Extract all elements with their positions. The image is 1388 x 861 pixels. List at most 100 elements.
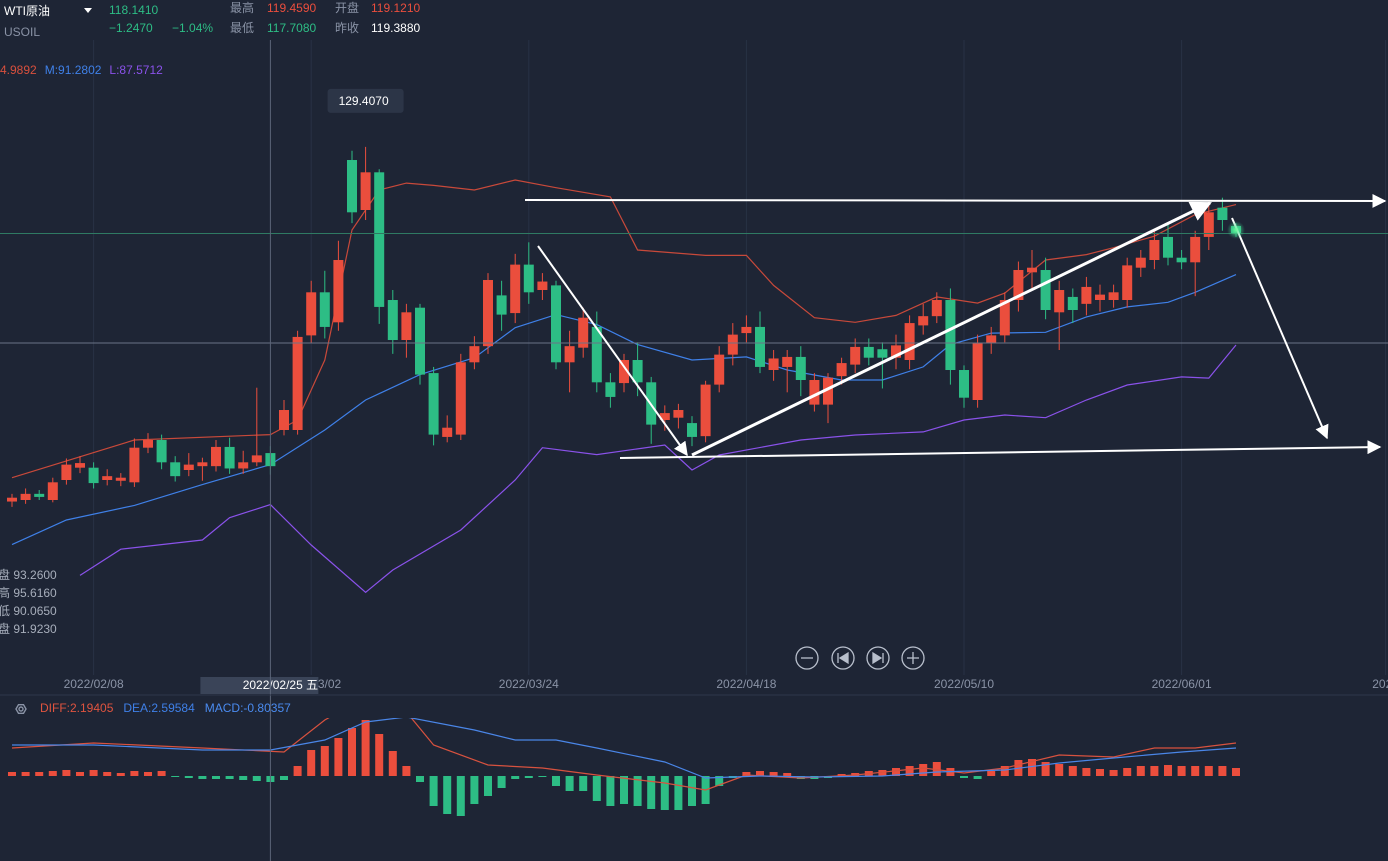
symbol: WTI原油 xyxy=(4,4,50,18)
candle-body xyxy=(374,172,385,307)
candle-body xyxy=(224,446,235,469)
candle-body xyxy=(591,326,602,383)
symbol-dropdown[interactable] xyxy=(84,8,92,13)
macd-bar xyxy=(334,738,343,776)
crosshair-date: 2022/02/25 五 xyxy=(243,678,318,692)
candle-body xyxy=(891,345,901,358)
candle-body xyxy=(564,346,575,363)
macd-line xyxy=(12,718,1237,779)
macd-bar xyxy=(225,776,234,779)
macd-bar xyxy=(1082,768,1091,776)
macd-bar xyxy=(198,776,207,779)
candle-body xyxy=(1081,286,1092,304)
macd-bar xyxy=(1136,766,1145,776)
crosshair-date-box xyxy=(200,677,319,694)
candle-body xyxy=(428,373,439,435)
tooltip-line: 盘 93.2600 xyxy=(0,567,57,582)
band-line xyxy=(11,274,1237,546)
last-price: 118.1410 xyxy=(109,3,158,17)
candle-body xyxy=(510,264,521,314)
candle-body xyxy=(1203,212,1214,237)
arrow xyxy=(524,193,1387,208)
candle-body xyxy=(129,447,140,483)
macd-bar xyxy=(320,746,329,776)
candle-body xyxy=(102,476,113,481)
arrow xyxy=(691,201,1212,457)
candle-body xyxy=(347,160,357,213)
arrow xyxy=(1231,217,1329,440)
macd-bar xyxy=(606,776,615,806)
macd-bar xyxy=(8,772,16,776)
macd-bar xyxy=(402,766,411,776)
candle-body xyxy=(496,295,507,315)
x-tick-label: 2022/06/01 xyxy=(1152,677,1212,691)
macd-bar xyxy=(239,776,248,780)
candle-body xyxy=(904,323,915,361)
candle-body xyxy=(1122,265,1133,301)
macd-bar xyxy=(252,776,261,781)
macd-bar xyxy=(1109,770,1118,776)
candle-body xyxy=(523,264,534,293)
macd-bar xyxy=(633,776,642,806)
macd-bar xyxy=(76,772,84,776)
macd-bar xyxy=(960,776,968,778)
candle-body xyxy=(836,363,847,377)
open-value: 119.1210 xyxy=(371,1,420,15)
candle-body xyxy=(714,354,725,385)
macd-legend: MACD:-0.80357 xyxy=(205,701,291,715)
macd-bar xyxy=(1123,768,1132,776)
max-label: 129.4070 xyxy=(339,94,389,108)
macd-legend: DEA:2.59584 xyxy=(123,701,195,715)
macd-bar xyxy=(878,770,887,776)
candle-body xyxy=(605,382,616,397)
candle-body xyxy=(442,427,453,437)
low-label: 最低 xyxy=(230,21,254,35)
zoom-out-button[interactable] xyxy=(795,646,819,670)
prev-button[interactable] xyxy=(831,646,855,670)
macd-bar xyxy=(1150,766,1159,776)
macd-bar xyxy=(932,762,941,776)
macd-bar xyxy=(1096,769,1104,776)
candle-body xyxy=(700,384,711,437)
candle-body xyxy=(170,462,181,477)
macd-bar xyxy=(1068,766,1077,776)
macd-bar xyxy=(375,734,384,776)
candle-body xyxy=(823,377,833,405)
macd-bar xyxy=(524,776,533,778)
candle-body xyxy=(659,413,670,421)
candle-body xyxy=(755,326,765,367)
candle-body xyxy=(251,455,262,463)
candle-body xyxy=(1067,296,1078,311)
candle-body xyxy=(578,317,589,348)
macd-bar xyxy=(443,776,452,814)
labels: WTI原油 118.1410 USOIL −1.2470 −1.04% 最高 119.459… xyxy=(0,0,1388,715)
candle-body xyxy=(469,346,480,363)
macd-bar xyxy=(660,776,669,810)
live-dot xyxy=(1227,221,1245,239)
macd-bar xyxy=(1028,759,1036,776)
macd-bar xyxy=(1177,766,1186,776)
macd-bar xyxy=(348,728,356,776)
band-line xyxy=(11,179,1237,479)
macd-plot xyxy=(8,718,1240,816)
macd-bar xyxy=(837,774,846,776)
settings-button[interactable] xyxy=(15,704,27,714)
candle-body xyxy=(945,300,956,371)
candle-body xyxy=(877,349,888,358)
macd-bar xyxy=(48,771,57,776)
macd-bar xyxy=(456,776,465,816)
candle-body xyxy=(1163,236,1173,258)
candle-body xyxy=(999,300,1010,336)
macd-bar xyxy=(1218,766,1227,776)
x-tick-label: 2022 xyxy=(1372,677,1388,691)
zoom-in-button[interactable] xyxy=(901,646,925,670)
macd-bar xyxy=(144,772,152,776)
macd-bar xyxy=(429,776,438,806)
next-button[interactable] xyxy=(866,646,890,670)
macd-bar xyxy=(987,771,996,776)
zoom-controls xyxy=(795,646,925,670)
candle-body xyxy=(768,358,779,371)
candle-body xyxy=(809,380,820,405)
x-tick-label: 2022/03/24 xyxy=(499,677,559,691)
